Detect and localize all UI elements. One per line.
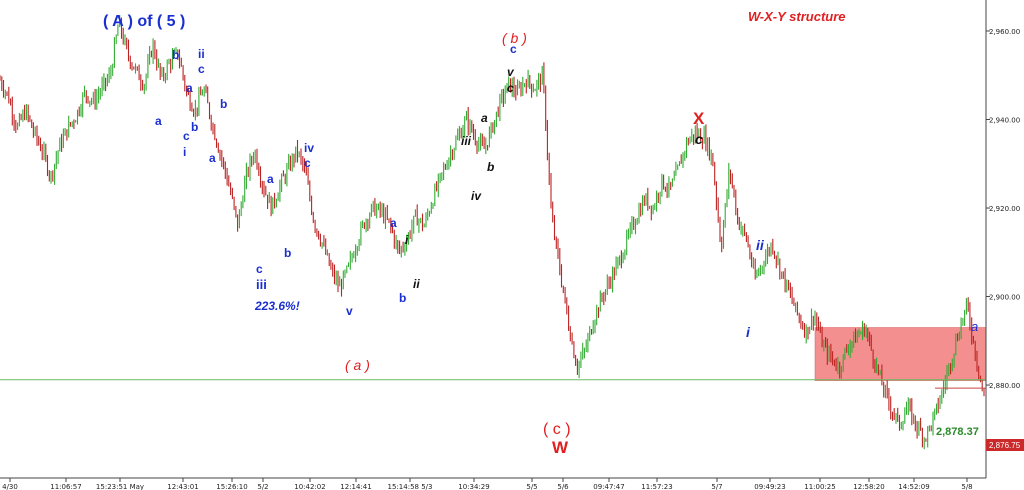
wave-label: v [507,65,515,79]
green-price-text: 2,878.37 [936,426,979,438]
x-tick-label: 12:58:20 [853,483,884,490]
wave-label-a-of-5: ( A ) of ( 5 ) [103,13,185,30]
red-price-text: 2,876.75 [989,441,1021,450]
red-price-flag: 2,876.75 [986,439,1024,451]
wave-label-X: X [693,109,705,128]
y-tick-label: 2,900.00 [989,294,1020,302]
wave-label: a [209,151,216,165]
green-price-label: 2,878.37 [936,426,979,438]
wave-label: b [399,291,406,305]
wave-label: ii [413,277,420,291]
wave-label: a [971,319,978,334]
y-tick-label: 2,920.00 [989,205,1020,213]
x-tick-label: 15:26:10 [216,483,247,490]
hline-layer [0,379,986,389]
wave-labels: ( A ) of ( 5 ) b ii c a b a b c i a iv c… [103,13,978,457]
x-tick-label: 14:52:09 [898,483,929,490]
y-tick-label: 2,880.00 [989,382,1020,390]
wave-label: c [198,62,205,76]
x-tick-label: 5/5 [526,483,537,490]
x-tick-label: 15:14:58 5/3 [388,483,433,490]
wave-label: iv [471,189,482,203]
y-tick-label: 2,940.00 [989,117,1020,125]
x-tick-label: 12:43:01 [167,483,198,490]
x-tick-label: 5/7 [711,483,722,490]
wave-label: b [172,48,179,62]
wave-label: a [186,81,193,95]
wave-label: iii [461,134,472,148]
wave-label-paren-a: ( a ) [345,357,370,373]
x-tick-label: 09:49:23 [754,483,785,490]
x-tick-label: 10:34:29 [458,483,489,490]
x-tick-label: 12:14:41 [340,483,371,490]
x-tick-label: 5/6 [557,483,569,490]
x-tick-label: 09:47:47 [593,483,624,490]
x-tick-label: 4/30 [2,483,18,490]
supply-zone [814,327,987,381]
wave-label: b [220,97,227,111]
wave-label: b [487,160,494,174]
wave-label: a [155,114,162,128]
wave-label-paren-c: ( c ) [543,421,571,438]
wave-label: ii [198,47,205,61]
wave-label: a [390,216,397,230]
wave-label-paren-b: ( b ) [502,30,527,46]
red-price-flag-bg [986,439,1024,451]
chart-title: W-X-Y structure [748,9,846,24]
wave-label: iv [304,141,314,155]
x-tick-label: 10:42:02 [294,483,325,490]
wave-label-W: W [552,438,569,457]
wave-label: ii [756,237,765,253]
x-tick-label: 5/8 [961,483,972,490]
fib-extension-label: 223.6%! [254,299,300,313]
wave-label: c [183,129,190,143]
wave-label: c [510,42,517,56]
price-bars [0,15,985,450]
wave-label: v [346,304,353,318]
y-axis-ticks: 2,960.00 2,940.00 2,920.00 2,900.00 2,880.00 [986,28,1020,390]
y-tick-label: 2,960.00 [989,28,1020,36]
wave-label: c [304,156,311,170]
wave-label: c [695,131,703,147]
x-axis-ticks: 4/30 11:06:57 15:23:51 May 12:43:01 15:26:10… [2,478,973,490]
wave-label: a [267,172,274,186]
x-tick-label: 11:57:23 [641,483,672,490]
wave-label: iii [256,277,267,292]
x-tick-label: 11:00:25 [804,483,835,490]
wave-label: i [746,324,751,340]
x-tick-label: 15:23:51 May [96,483,144,490]
wave-label: b [284,246,291,260]
x-tick-label: 5/2 [257,483,268,490]
wave-label: a [481,111,488,125]
wave-label: b [191,120,198,134]
wave-label: i [405,233,409,247]
x-tick-label: 11:06:57 [50,483,81,490]
zone-layer [814,327,987,381]
wave-label: c [507,81,514,95]
wave-label: i [183,145,186,159]
wave-label: c [256,262,263,276]
